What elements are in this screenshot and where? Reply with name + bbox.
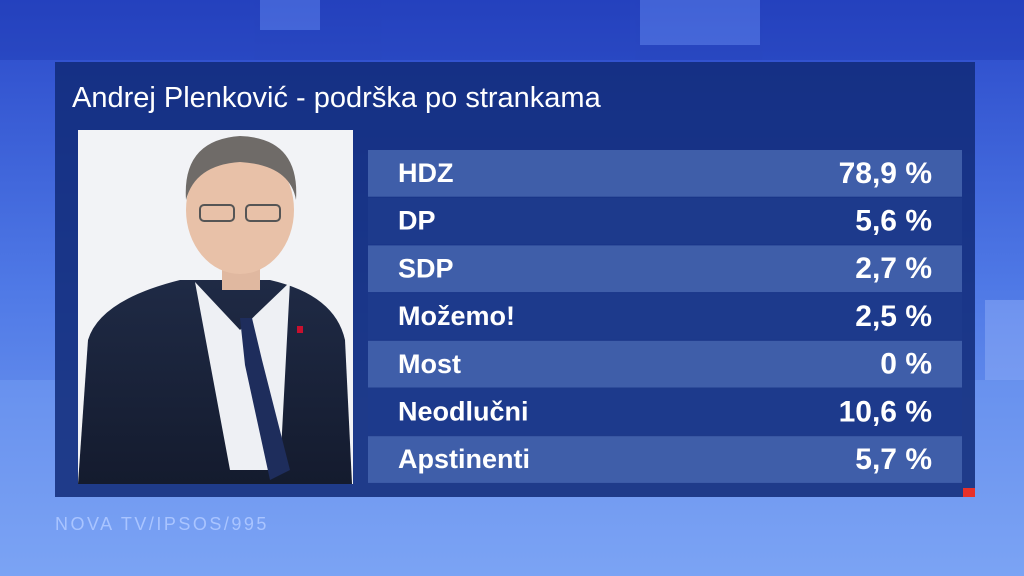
row-label: Možemo!: [398, 301, 515, 331]
row-value: 0 %: [880, 348, 932, 381]
portrait: [78, 130, 353, 484]
row-label: DP: [398, 206, 436, 236]
source: NOVA TV/IPSOS/995: [55, 514, 269, 534]
table: HDZ 78,9 % DP 5,6 % SDP 2,7 % Možemo! 2,5 % Most…: [368, 150, 962, 483]
row-background: [368, 197, 962, 245]
row-label: SDP: [398, 253, 454, 283]
row-background: [368, 388, 962, 436]
corner-accent: [963, 488, 975, 497]
row-background: [368, 293, 962, 340]
row-background: [368, 150, 962, 197]
row-value: 78,9 %: [839, 157, 932, 190]
row-value: 10,6 %: [839, 395, 932, 428]
row-label: Most: [398, 349, 461, 379]
row-value: 2,5 %: [855, 300, 932, 333]
row-value: 5,6 %: [855, 204, 932, 237]
row-background: [368, 436, 962, 483]
row-label: HDZ: [398, 158, 454, 188]
title: Andrej Plenković - podrška po strankama: [72, 82, 602, 114]
row-background: [368, 245, 962, 293]
row-label: Apstinenti: [398, 444, 530, 474]
row-background: [368, 340, 962, 388]
row-label: Neodlučni: [398, 396, 529, 426]
row-value: 2,7 %: [855, 252, 932, 285]
row-value: 5,7 %: [855, 443, 932, 476]
